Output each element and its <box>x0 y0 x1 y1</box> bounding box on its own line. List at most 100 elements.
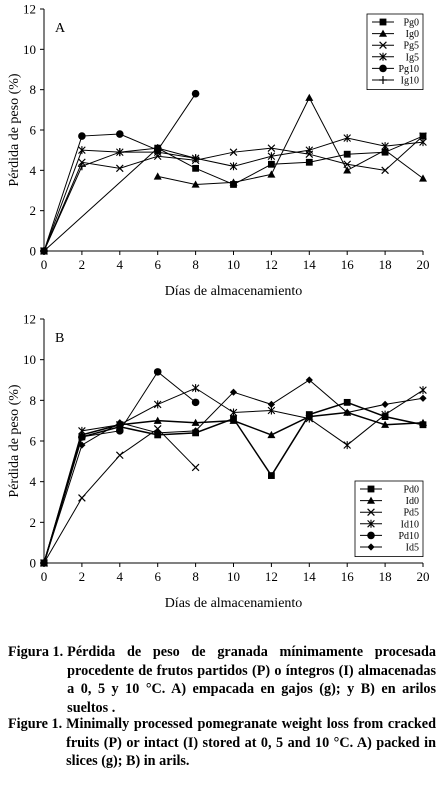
caption-english-text: Minimally processed pomegranate weight l… <box>66 716 436 769</box>
chart-a-x-axis-title: Días de almacenamiento <box>165 284 303 299</box>
chart-b-x-tick-label: 6 <box>154 569 161 584</box>
chart-a-line-ig5 <box>43 137 424 252</box>
chart-b-point-id0 <box>381 420 390 428</box>
chart-a-point-ig10 <box>153 144 162 153</box>
chart-b-point-pd5 <box>153 424 162 433</box>
chart-a-point-ig5 <box>78 146 86 155</box>
chart-a-y-tick-label: 0 <box>30 244 37 259</box>
chart-b-y-tick-label: 8 <box>30 393 37 408</box>
chart-a-y-tick-label: 10 <box>23 42 36 57</box>
chart-a-series-ig5 <box>40 134 427 255</box>
chart-a-point-ig10 <box>77 162 86 171</box>
chart-b-point-id10 <box>229 408 238 417</box>
chart-a-legend-label-pg5: Pg5 <box>403 41 419 52</box>
chart-b-point-id5 <box>381 400 389 408</box>
chart-a-point-pg10 <box>191 89 200 98</box>
chart-b-point-pd0 <box>268 472 275 479</box>
chart-b-point-id0 <box>419 418 427 426</box>
chart-b-legend-label-id0: Id0 <box>406 496 419 507</box>
chart-b-point-pd10 <box>116 427 124 435</box>
chart-a-point-ig0 <box>229 178 238 186</box>
chart-a-y-tick-label: 6 <box>30 123 37 138</box>
chart-b-x-tick-label: 4 <box>117 569 124 584</box>
chart-b-legend-marker-pd0 <box>367 485 375 493</box>
chart-b-point-id5 <box>78 441 86 449</box>
chart-b-point-id5 <box>419 394 427 402</box>
chart-a-x-tick-label: 10 <box>227 257 240 272</box>
chart-a-point-pg10 <box>116 130 124 138</box>
chart-b-point-id0 <box>153 416 162 424</box>
chart-b-x-tick-label: 0 <box>41 569 48 584</box>
chart-a-legend-marker-ig5 <box>379 52 387 61</box>
chart-b-point-id10 <box>343 441 351 450</box>
chart-a-point-ig5 <box>267 152 276 161</box>
chart-a-point-pg5 <box>419 132 427 140</box>
chart-b-legend-label-id10: Id10 <box>401 519 419 530</box>
chart-b-line-pd5 <box>43 428 196 564</box>
chart-b-point-id5 <box>267 400 275 408</box>
chart-a-legend-label-ig10: Ig10 <box>401 76 419 87</box>
chart-a-x-tick-label: 14 <box>303 257 317 272</box>
chart-a-line-ig10 <box>43 147 196 252</box>
chart-b-point-id5 <box>40 559 48 567</box>
chart-a-x-tick-label: 16 <box>341 257 355 272</box>
chart-a-line-ig0 <box>157 96 424 185</box>
chart-b-point-pd10 <box>78 433 86 441</box>
chart-b-series-pd5 <box>40 424 200 567</box>
chart-b-x-tick-label: 14 <box>303 569 317 584</box>
caption-spanish-text: Pérdida de peso de granada mínimamente p… <box>67 644 436 716</box>
chart-a-legend-label-pg0: Pg0 <box>403 18 419 29</box>
chart-a-legend-marker-pg10 <box>379 64 387 73</box>
chart-b-point-id10 <box>191 384 200 393</box>
chart-b-x-tick-label: 16 <box>341 569 355 584</box>
chart-b-x-axis-title: Días de almacenamiento <box>165 596 303 611</box>
chart-b-point-pd5 <box>115 451 124 460</box>
chart-a-x-tick-label: 12 <box>265 257 278 272</box>
chart-b-point-pd0 <box>343 398 351 406</box>
chart-b-point-pd5 <box>191 463 200 472</box>
chart-a-point-ig5 <box>305 146 314 155</box>
chart-b-x-tick-label: 2 <box>79 569 86 584</box>
caption-spanish-label: Figura 1. <box>8 644 64 660</box>
chart-b-x-tick-label: 10 <box>227 569 240 584</box>
chart-a-legend-label-pg10: Pg10 <box>398 64 419 75</box>
chart-a-x-tick-label: 20 <box>417 257 430 272</box>
chart-a-y-axis-title: Pérdida de peso (%) <box>7 73 22 186</box>
chart-a-point-pg5 <box>78 158 86 167</box>
chart-a-point-ig5 <box>381 142 389 151</box>
chart-a-y-tick-label: 12 <box>23 2 36 17</box>
chart-a-point-pg5 <box>115 164 124 173</box>
chart-a-legend-label-ig5: Ig5 <box>406 52 419 63</box>
chart-a-point-pg0 <box>268 160 275 168</box>
chart-a-legend-marker-ig10 <box>379 76 387 84</box>
chart-a-y-tick-label: 8 <box>30 82 37 97</box>
chart-a-legend-label-ig0: Ig0 <box>406 29 419 40</box>
chart-b-y-tick-label: 6 <box>30 434 37 449</box>
chart-a-point-pg5 <box>229 148 238 157</box>
chart-a-panel-label: A <box>55 21 66 36</box>
chart-a-point-ig0 <box>419 174 427 182</box>
chart-a-x-tick-label: 18 <box>379 257 392 272</box>
chart-a-point-pg5 <box>267 144 276 152</box>
chart-b-panel-label: B <box>55 331 64 346</box>
chart-a-point-pg0 <box>343 150 351 158</box>
chart-b-x-tick-label: 12 <box>265 569 278 584</box>
chart-a-x-tick-label: 0 <box>41 257 48 272</box>
chart-a: 0 2 4 6 8 10 12 0 2 4 6 8 10 12 14 16 18 20 Días de almace… <box>7 2 430 300</box>
chart-b-point-pd5 <box>78 494 86 502</box>
chart-b: 0 2 4 6 8 10 12 0 2 4 6 8 10 12 14 16 18 20 Días de almace… <box>7 312 430 612</box>
chart-b-point-id5 <box>343 408 351 417</box>
chart-b-series-pd10 <box>40 368 200 567</box>
chart-b-point-id10 <box>153 400 162 409</box>
chart-b-legend-marker-id5 <box>367 543 375 551</box>
chart-a-point-ig0 <box>191 180 200 188</box>
chart-b-legend-label-pd10: Pd10 <box>398 531 419 542</box>
chart-a-point-ig5 <box>419 138 427 147</box>
chart-b-point-pd10 <box>153 368 162 376</box>
chart-a-point-pg10 <box>78 132 86 140</box>
chart-a-point-ig0 <box>153 172 162 180</box>
chart-b-point-pd10 <box>191 398 200 407</box>
chart-a-y-tick-label: 2 <box>30 203 37 218</box>
